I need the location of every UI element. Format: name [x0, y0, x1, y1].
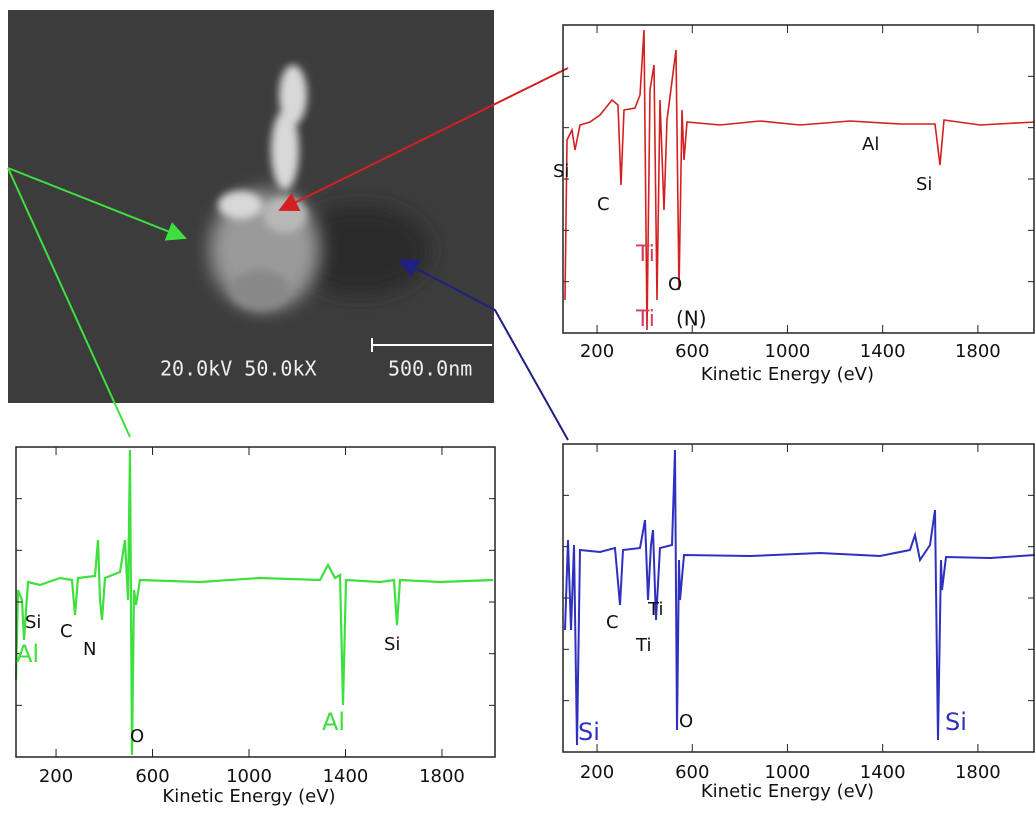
peak-label: O [130, 726, 144, 747]
peak-label: Al [322, 708, 345, 736]
peak-label: Si [553, 161, 569, 182]
arrows [7, 67, 569, 441]
peak-label: Si [25, 612, 41, 633]
x-tick-label: 600 [135, 766, 169, 787]
x-axis-label: Kinetic Energy (eV) [701, 781, 874, 802]
x-tick-label: 1000 [226, 766, 272, 787]
x-tick-label: 200 [39, 766, 73, 787]
peak-label: Si [916, 174, 932, 195]
peak-label: Al [16, 640, 39, 668]
x-tick-label: 1800 [955, 762, 1001, 783]
x-tick-label: 1800 [419, 766, 465, 787]
peak-label: C [597, 194, 610, 215]
peak-label: O [668, 274, 682, 295]
sem-label: 20.0kV 50.0kX [160, 357, 317, 381]
peak-label: Ti [635, 635, 651, 656]
x-tick-label: 600 [675, 341, 709, 362]
peak-label: Ti [635, 307, 655, 332]
sem-image: 20.0kV 50.0kX 500.0nm [8, 10, 494, 403]
peak-label: Si [945, 708, 967, 736]
x-tick-label: 1400 [860, 341, 906, 362]
plot-frame [562, 24, 1035, 334]
peak-label: (N) [676, 307, 707, 331]
x-tick-label: 200 [580, 341, 614, 362]
peak-label: Al [862, 134, 879, 155]
peak-label: Si [578, 718, 600, 746]
peak-label: Ti [647, 599, 663, 620]
x-tick-label: 1000 [765, 341, 811, 362]
peak-label: Si [384, 634, 400, 655]
peak-label: O [679, 711, 693, 732]
plot-frame [562, 443, 1035, 753]
x-axis-label: Kinetic Energy (eV) [162, 786, 335, 807]
x-tick-label: 1400 [860, 762, 906, 783]
x-tick-label: 200 [580, 762, 614, 783]
x-tick-label: 1000 [765, 762, 811, 783]
peak-label: C [60, 621, 73, 642]
sem-scale: 500.0nm [388, 357, 472, 381]
x-tick-label: 1400 [323, 766, 369, 787]
plot-frame [15, 446, 496, 758]
x-axis-label: Kinetic Energy (eV) [701, 364, 874, 385]
x-tick-label: 600 [675, 762, 709, 783]
peak-label: Ti [635, 242, 655, 267]
traces [14, 29, 1035, 756]
x-tick-label: 1800 [955, 341, 1001, 362]
peak-label: N [83, 639, 96, 660]
peak-label: C [606, 612, 619, 633]
